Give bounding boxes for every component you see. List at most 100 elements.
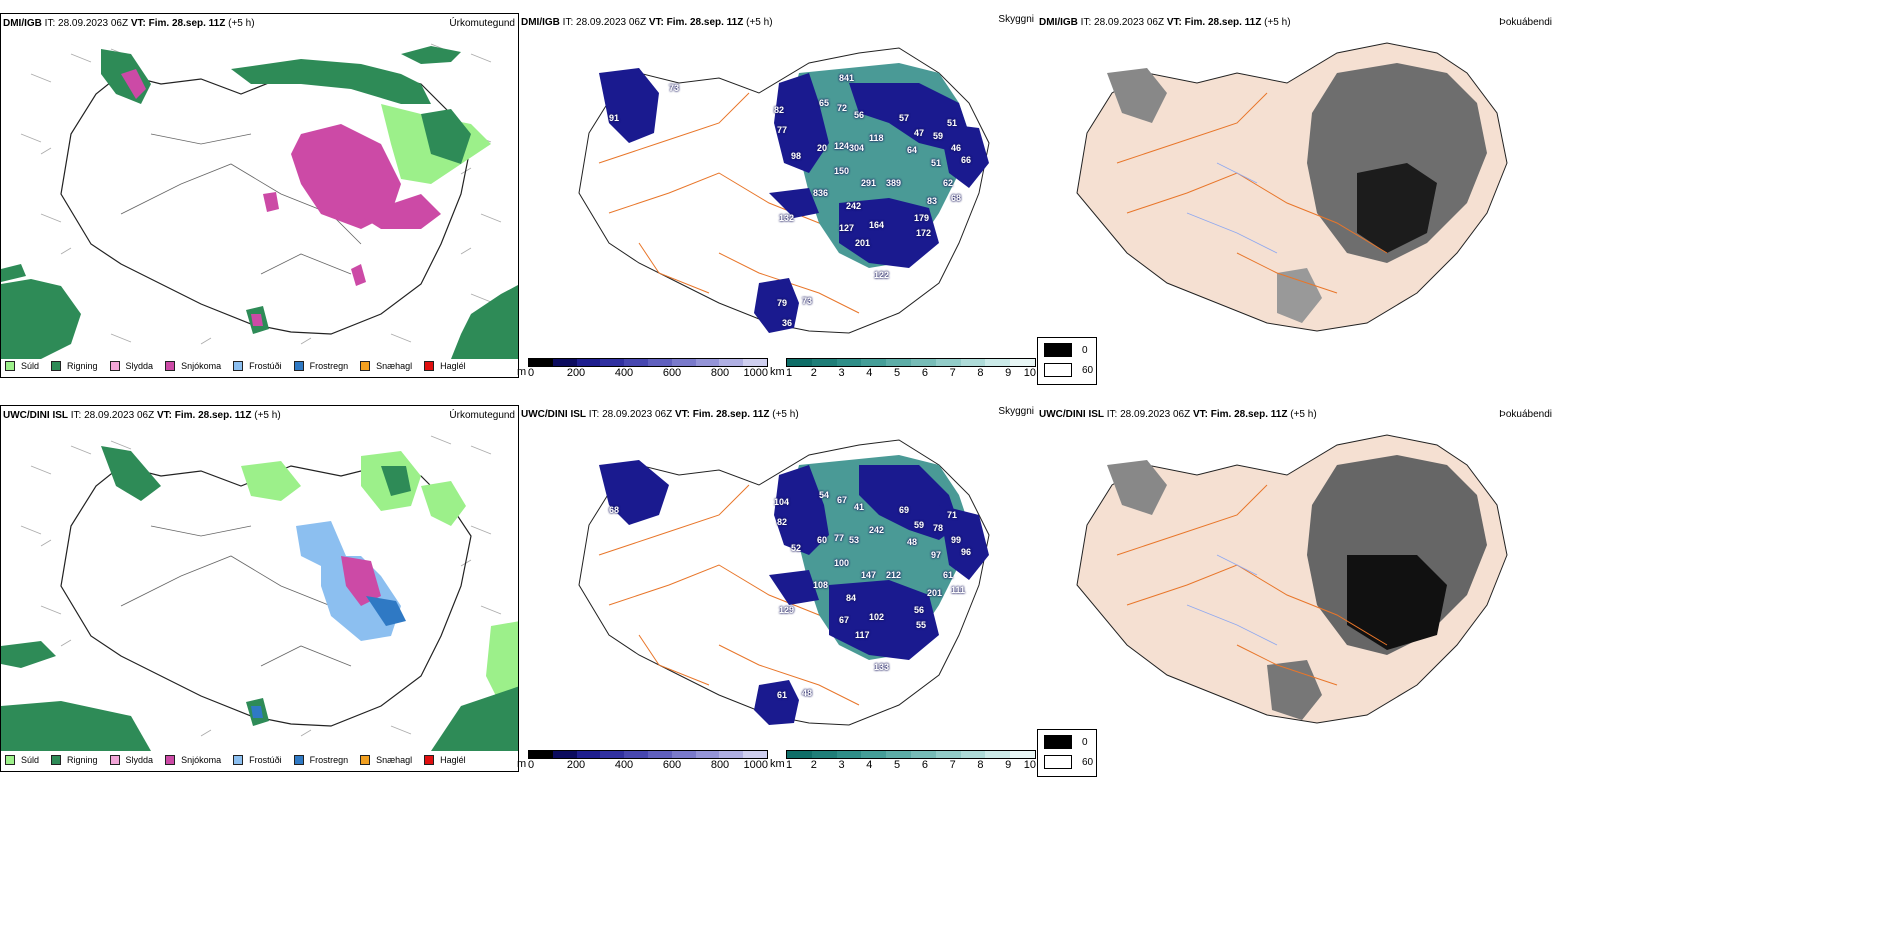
- colorbar-tick: 10: [1023, 367, 1036, 379]
- cloud-base-label: 47: [914, 128, 925, 138]
- cloud-base-label: 60: [817, 535, 828, 545]
- cloud-base-label: 57: [899, 113, 910, 123]
- colorbar-tick: 0: [528, 759, 535, 771]
- cloud-base-label: 164: [869, 220, 885, 230]
- colorbar-tick: 10: [1023, 759, 1036, 771]
- legend-swatch: [5, 755, 15, 765]
- colorbar-tick: 400: [614, 367, 634, 379]
- colorbar-tick: 200: [566, 367, 586, 379]
- cloud-base-label: 79: [777, 298, 788, 308]
- colorbar-tick: 4: [866, 367, 873, 379]
- elevation-colorbar-row2: 0 200 400 600 800 1000 m: [517, 750, 768, 771]
- colorbar-tick: 2: [810, 367, 817, 379]
- legend-label: Súld: [21, 361, 40, 371]
- cloud-base-label: 104: [774, 497, 790, 507]
- cloud-base-label: 61: [943, 570, 954, 580]
- colorbar-tick: 8: [977, 367, 984, 379]
- legend-swatch: [5, 361, 15, 371]
- legend-swatch: [360, 755, 371, 765]
- cloud-panel-row1: DMI/IGB IT: 28.09.2023 06Z VT: Fim. 28.s…: [1037, 13, 1555, 378]
- colorbar-tick: 6: [921, 367, 928, 379]
- precip-panel-row2: UWC/DINI ISL IT: 28.09.2023 06Z VT: Fim.…: [0, 405, 519, 772]
- cloud-base-label: 96: [961, 547, 972, 557]
- legend-swatch: [293, 755, 304, 765]
- legend-item-slydda: Slydda: [109, 755, 154, 765]
- panel-header: DMI/IGB IT: 28.09.2023 06Z VT: Fim. 28.s…: [3, 18, 255, 29]
- cloud-base-label: 129: [779, 605, 795, 615]
- cloud-base-label: 242: [869, 525, 885, 535]
- legend-label: Súld: [21, 755, 40, 765]
- colorbar-tick: 1: [786, 759, 793, 771]
- colorbar-tick: 800: [710, 759, 730, 771]
- cloud-panel-row2: UWC/DINI ISL IT: 28.09.2023 06Z VT: Fim.…: [1037, 405, 1555, 772]
- legend-item-haglel: Haglél: [424, 361, 466, 371]
- colorbar-tick: 6: [921, 759, 928, 771]
- legend-label: Slydda: [125, 755, 154, 765]
- cloud-base-label: 41: [854, 502, 865, 512]
- legend-item-rigning: Rigning: [51, 755, 98, 765]
- cloud-base-label: 73: [669, 83, 680, 93]
- cloud-base-label: 98: [791, 151, 802, 161]
- elevation-ticks: 0 200 400 600 800 1000: [528, 759, 768, 771]
- colorbar-tick: 3: [838, 759, 845, 771]
- legend-label: Haglél: [440, 755, 466, 765]
- legend-item-snaehagl: Snæhagl: [360, 361, 412, 371]
- visibility-unit: km: [770, 366, 785, 378]
- cloud-base-label: 51: [947, 118, 958, 128]
- cloud-map: [1076, 42, 1508, 332]
- cloud-base-label: 150: [834, 166, 850, 176]
- cloud-base-label: 20: [817, 143, 828, 153]
- cloud-map: [1076, 434, 1508, 724]
- cloud-base-label: 82: [777, 517, 788, 527]
- cloud-base-label: 100: [834, 558, 850, 568]
- cloud-base-label: 133: [874, 662, 890, 672]
- cloud-base-label: 84: [846, 593, 857, 603]
- visibility-panel-row2: UWC/DINI ISL IT: 28.09.2023 06Z VT: Fim.…: [519, 405, 1037, 772]
- legend-label: Snjókoma: [181, 361, 222, 371]
- precip-panel-row1: DMI/IGB IT: 28.09.2023 06Z VT: Fim. 28.s…: [0, 13, 519, 378]
- legend-label: 0: [1082, 344, 1088, 356]
- colorbar-tick: 3: [838, 367, 845, 379]
- legend-item-rigning: Rigning: [51, 361, 98, 371]
- cloud-base-label: 304: [849, 143, 865, 153]
- cloud-base-label: 91: [609, 113, 620, 123]
- legend-swatch: [1044, 343, 1072, 357]
- legend-item-sudd: Súld: [5, 361, 39, 371]
- visibility-map: [578, 47, 990, 334]
- panel-header: DMI/IGB IT: 28.09.2023 06Z VT: Fim. 28.s…: [521, 17, 773, 28]
- legend-swatch: [1044, 735, 1072, 749]
- panel-header: DMI/IGB IT: 28.09.2023 06Z VT: Fim. 28.s…: [1039, 17, 1291, 28]
- colorbar-tick: 7: [949, 759, 956, 771]
- cloud-legend-row: 60: [1044, 755, 1093, 769]
- legend-swatch: [51, 361, 62, 371]
- legend-label: 60: [1082, 364, 1094, 376]
- cloud-base-label: 78: [933, 523, 944, 533]
- legend-label: Snæhagl: [376, 361, 413, 371]
- cloud-base-label: 68: [609, 505, 620, 515]
- legend-swatch: [233, 755, 244, 765]
- cloud-base-label: 118: [869, 133, 884, 143]
- colorbar-tick: 9: [1005, 367, 1012, 379]
- cloud-legend-row: 60: [1044, 363, 1093, 377]
- colorbar-tick: 1000: [743, 367, 768, 379]
- legend-swatch: [233, 361, 244, 371]
- cloud-base-label: 53: [849, 535, 860, 545]
- visibility-colorbar-row2: 1 2 3 4 5 6 7 8 9 10 km: [770, 750, 1036, 771]
- precip-map: [1, 435, 518, 751]
- cloud-base-label: 117: [855, 630, 870, 640]
- cloud-base-label: 172: [916, 228, 932, 238]
- cloud-base-label: 68: [951, 193, 962, 203]
- colorbar-cells: [528, 358, 768, 367]
- cloud-base-label: 52: [791, 543, 802, 553]
- legend-swatch: [1044, 363, 1072, 377]
- cloud-base-label: 59: [914, 520, 925, 530]
- legend-label: 60: [1082, 756, 1094, 768]
- cloud-base-label: 201: [927, 588, 943, 598]
- legend-label: Frostregn: [309, 361, 349, 371]
- cloud-base-label: 108: [813, 580, 829, 590]
- legend-swatch: [360, 361, 371, 371]
- legend-label: Snjókoma: [181, 755, 222, 765]
- panel-header: UWC/DINI ISL IT: 28.09.2023 06Z VT: Fim.…: [3, 410, 281, 421]
- colorbar-cells: [786, 750, 1036, 759]
- cloud-base-label: 102: [869, 612, 885, 622]
